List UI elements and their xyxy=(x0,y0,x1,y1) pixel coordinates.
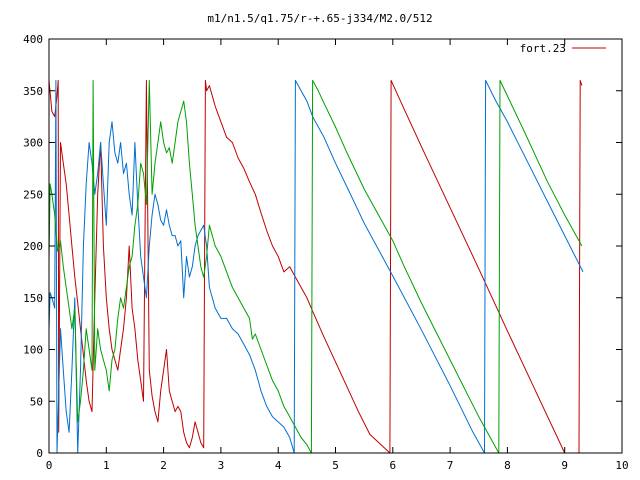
x-tick-label: 9 xyxy=(561,459,568,472)
chart-title: m1/n1.5/q1.75/r-+.65-j334/M2.0/512 xyxy=(207,12,432,25)
x-tick-label: 2 xyxy=(160,459,167,472)
y-tick-label: 400 xyxy=(23,33,43,46)
series-line-1 xyxy=(48,79,583,454)
x-tick-label: 10 xyxy=(615,459,628,472)
x-tick-label: 1 xyxy=(103,459,110,472)
y-axis: 0 50 100 150 200 250 300 350 400 xyxy=(23,33,622,460)
y-tick-label: 300 xyxy=(23,137,43,150)
x-tick-label: 7 xyxy=(447,459,454,472)
y-tick-label: 0 xyxy=(36,447,43,460)
x-tick-label: 0 xyxy=(46,459,53,472)
x-tick-label: 3 xyxy=(218,459,225,472)
y-tick-label: 250 xyxy=(23,188,43,201)
y-tick-label: 150 xyxy=(23,292,43,305)
y-tick-label: 200 xyxy=(23,240,43,253)
x-tick-label: 6 xyxy=(389,459,396,472)
y-tick-label: 50 xyxy=(30,395,43,408)
x-tick-label: 4 xyxy=(275,459,282,472)
legend-label: fort.23 xyxy=(520,42,566,55)
x-axis: 0 1 2 3 4 5 6 7 8 9 10 xyxy=(46,39,629,472)
y-tick-label: 350 xyxy=(23,85,43,98)
legend: fort.23 xyxy=(520,42,606,55)
y-tick-label: 100 xyxy=(23,344,43,357)
series-line-3 xyxy=(48,79,583,454)
x-tick-label: 5 xyxy=(332,459,339,472)
series-layer xyxy=(48,79,584,454)
x-tick-label: 8 xyxy=(504,459,511,472)
series-line-2 xyxy=(48,79,584,454)
